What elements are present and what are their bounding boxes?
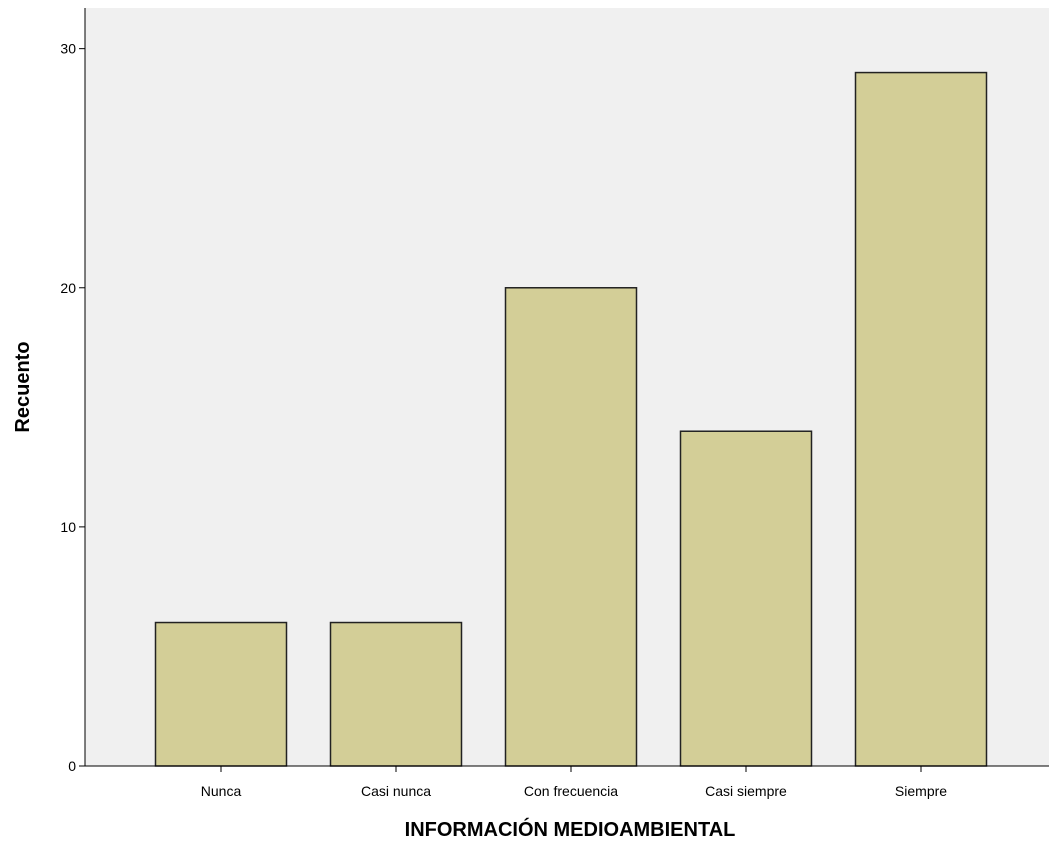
x-tick-label: Con frecuencia — [524, 783, 618, 799]
x-axis-ticks: Nunca Casi nunca Con frecuencia Casi siempr… — [201, 766, 947, 799]
y-axis-ticks: 0 10 20 30 — [60, 41, 85, 774]
x-tick-label: Siempre — [895, 783, 947, 799]
y-tick-label: 10 — [60, 519, 76, 535]
bar-casi-nunca — [329, 621, 463, 767]
y-tick-label: 20 — [60, 280, 76, 296]
x-axis-title: INFORMACIÓN MEDIOAMBIENTAL — [405, 817, 736, 841]
bar-casi-siempre — [679, 430, 813, 767]
bar-con-frecuencia — [504, 287, 638, 767]
bar-nunca — [154, 621, 288, 767]
bars-group — [154, 71, 988, 767]
x-tick-label: Nunca — [201, 783, 242, 799]
y-tick-label: 30 — [60, 41, 76, 57]
y-axis-title: Recuento — [12, 341, 34, 432]
y-tick-label: 0 — [68, 758, 76, 774]
x-tick-label: Casi nunca — [361, 783, 431, 799]
x-tick-label: Casi siempre — [705, 783, 787, 799]
bar-siempre — [854, 71, 988, 767]
